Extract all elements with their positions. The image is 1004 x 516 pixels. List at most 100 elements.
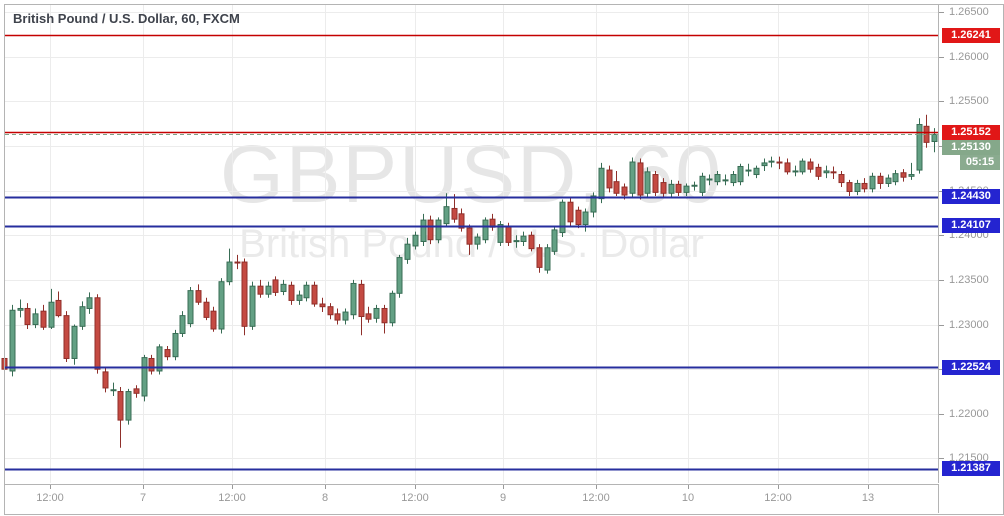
- candle[interactable]: [226, 248, 233, 286]
- candle[interactable]: [458, 208, 465, 232]
- candle[interactable]: [164, 345, 171, 361]
- candle[interactable]: [435, 217, 442, 244]
- candle[interactable]: [125, 388, 132, 425]
- candle[interactable]: [528, 231, 535, 252]
- candle[interactable]: [474, 233, 481, 250]
- candle[interactable]: [644, 167, 651, 197]
- candle[interactable]: [327, 303, 334, 320]
- candle[interactable]: [148, 354, 155, 375]
- candle[interactable]: [373, 304, 380, 323]
- candle[interactable]: [582, 208, 589, 232]
- candle[interactable]: [296, 290, 303, 305]
- chart-legend[interactable]: British Pound / U.S. Dollar, 60, FXCM: [13, 11, 240, 26]
- candle[interactable]: [86, 292, 93, 314]
- candle[interactable]: [466, 224, 473, 255]
- candle[interactable]: [706, 174, 713, 186]
- candle[interactable]: [389, 290, 396, 327]
- candle[interactable]: [931, 128, 938, 153]
- candle[interactable]: [94, 294, 101, 374]
- candle[interactable]: [854, 179, 861, 196]
- candle[interactable]: [420, 213, 427, 246]
- candle[interactable]: [714, 170, 721, 186]
- candle[interactable]: [404, 237, 411, 264]
- candle[interactable]: [489, 213, 496, 231]
- candle[interactable]: [838, 170, 845, 188]
- candle[interactable]: [629, 157, 636, 198]
- candle[interactable]: [133, 385, 140, 398]
- candle[interactable]: [807, 158, 814, 173]
- candle[interactable]: [792, 165, 799, 177]
- candle[interactable]: [900, 169, 907, 182]
- candle[interactable]: [257, 279, 264, 298]
- candle[interactable]: [48, 288, 55, 330]
- candle[interactable]: [745, 163, 752, 177]
- candle[interactable]: [24, 303, 31, 330]
- candle[interactable]: [71, 324, 78, 365]
- candle[interactable]: [598, 162, 605, 204]
- candle[interactable]: [451, 194, 458, 223]
- candle[interactable]: [536, 244, 543, 273]
- candle[interactable]: [443, 193, 450, 228]
- candle[interactable]: [381, 304, 388, 334]
- candle[interactable]: [319, 297, 326, 313]
- candle[interactable]: [9, 304, 16, 377]
- candle[interactable]: [342, 308, 349, 325]
- candle[interactable]: [637, 158, 644, 200]
- candle[interactable]: [110, 382, 117, 396]
- candle[interactable]: [172, 329, 179, 361]
- candle[interactable]: [249, 281, 256, 330]
- candle[interactable]: [218, 278, 225, 334]
- candle[interactable]: [877, 172, 884, 189]
- candle[interactable]: [280, 279, 287, 296]
- candle[interactable]: [784, 158, 791, 175]
- candle[interactable]: [683, 183, 690, 196]
- candle[interactable]: [117, 387, 124, 448]
- candle[interactable]: [79, 301, 86, 330]
- candle[interactable]: [823, 165, 830, 179]
- candle[interactable]: [241, 258, 248, 336]
- candle[interactable]: [691, 181, 698, 191]
- candlestick-chart-canvas[interactable]: [0, 0, 938, 483]
- candle[interactable]: [102, 367, 109, 393]
- candle[interactable]: [179, 311, 186, 338]
- candle[interactable]: [203, 297, 210, 321]
- candle[interactable]: [350, 279, 357, 320]
- candle[interactable]: [303, 281, 310, 302]
- candle[interactable]: [396, 254, 403, 298]
- candle[interactable]: [908, 162, 915, 180]
- candle[interactable]: [869, 172, 876, 193]
- candle[interactable]: [358, 279, 365, 336]
- candle[interactable]: [210, 306, 217, 332]
- candle[interactable]: [32, 308, 39, 329]
- candle[interactable]: [753, 165, 760, 179]
- candle[interactable]: [156, 344, 163, 375]
- candle[interactable]: [737, 163, 744, 186]
- candle[interactable]: [497, 220, 504, 246]
- candle[interactable]: [141, 354, 148, 402]
- candle[interactable]: [916, 118, 923, 174]
- candle[interactable]: [265, 281, 272, 298]
- candle[interactable]: [559, 199, 566, 238]
- candle[interactable]: [590, 192, 597, 218]
- candle[interactable]: [675, 180, 682, 196]
- candle[interactable]: [923, 114, 930, 148]
- candle[interactable]: [613, 170, 620, 196]
- candle[interactable]: [861, 178, 868, 193]
- candle[interactable]: [544, 244, 551, 274]
- candle[interactable]: [799, 158, 806, 175]
- candle[interactable]: [40, 304, 47, 330]
- candle[interactable]: [768, 156, 775, 168]
- candle[interactable]: [551, 226, 558, 255]
- time-axis[interactable]: 12:00 7 12:00 8 12:00 9 12:00 10 12:00 13: [4, 484, 1004, 514]
- candle[interactable]: [427, 215, 434, 245]
- candle[interactable]: [699, 172, 706, 196]
- candle[interactable]: [892, 170, 899, 186]
- candle[interactable]: [288, 281, 295, 305]
- candle[interactable]: [63, 311, 70, 363]
- price-axis[interactable]: 1.265001.260001.255001.250001.245001.240…: [938, 5, 1004, 483]
- candle[interactable]: [55, 291, 62, 318]
- candle[interactable]: [815, 163, 822, 180]
- candle[interactable]: [234, 254, 241, 270]
- candle[interactable]: [567, 197, 574, 227]
- candle[interactable]: [830, 166, 837, 179]
